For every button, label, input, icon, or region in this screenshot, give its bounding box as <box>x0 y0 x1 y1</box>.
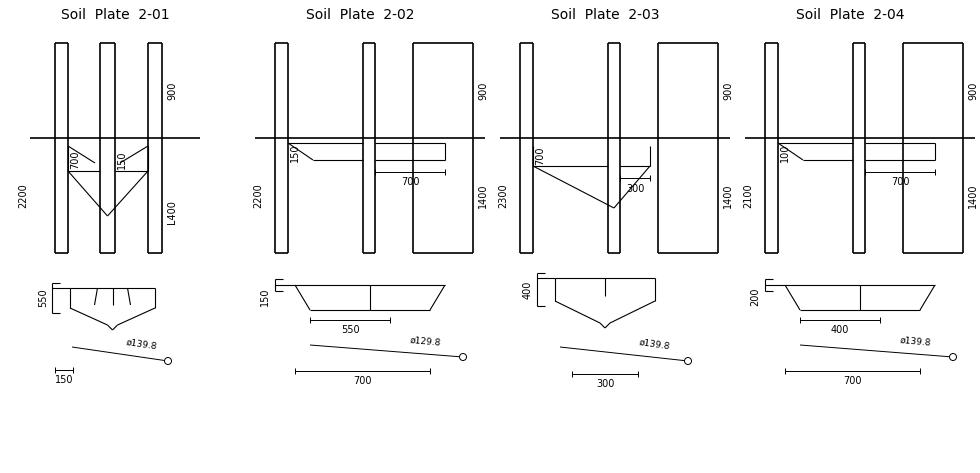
Text: 1400: 1400 <box>723 183 733 208</box>
Text: ø139.8: ø139.8 <box>638 338 670 351</box>
Text: 700: 700 <box>535 147 545 165</box>
Text: 550: 550 <box>341 325 360 335</box>
Text: Soil  Plate  2-01: Soil Plate 2-01 <box>61 8 170 22</box>
Text: 700: 700 <box>843 376 861 386</box>
Text: 150: 150 <box>55 375 74 385</box>
Text: 2200: 2200 <box>253 183 263 208</box>
Text: ø139.8: ø139.8 <box>125 338 158 351</box>
Text: ø129.8: ø129.8 <box>410 335 442 347</box>
Text: 300: 300 <box>596 379 614 389</box>
Text: 900: 900 <box>968 81 978 100</box>
Text: 1400: 1400 <box>968 183 978 208</box>
Text: 150: 150 <box>290 144 300 162</box>
Circle shape <box>684 358 692 365</box>
Text: 700: 700 <box>891 177 909 187</box>
Text: 400: 400 <box>831 325 850 335</box>
Text: 100: 100 <box>780 144 790 162</box>
Text: 2100: 2100 <box>743 183 753 208</box>
Text: 200: 200 <box>750 288 760 306</box>
Circle shape <box>950 353 956 360</box>
Text: 900: 900 <box>478 81 488 100</box>
Circle shape <box>165 358 172 365</box>
Text: 700: 700 <box>70 150 80 169</box>
Text: 900: 900 <box>723 81 733 100</box>
Text: 900: 900 <box>167 81 177 100</box>
Text: Soil  Plate  2-04: Soil Plate 2-04 <box>796 8 905 22</box>
Text: 550: 550 <box>38 289 48 307</box>
Text: 150: 150 <box>260 288 270 306</box>
Text: 1400: 1400 <box>478 183 488 208</box>
Text: 300: 300 <box>626 184 644 194</box>
Text: 2200: 2200 <box>18 183 28 208</box>
Text: 150: 150 <box>117 150 127 169</box>
Text: Soil  Plate  2-03: Soil Plate 2-03 <box>551 8 660 22</box>
Text: ø139.8: ø139.8 <box>900 335 932 347</box>
Circle shape <box>460 353 466 360</box>
Text: L400: L400 <box>167 200 177 224</box>
Text: Soil  Plate  2-02: Soil Plate 2-02 <box>306 8 415 22</box>
Text: 700: 700 <box>401 177 419 187</box>
Text: 700: 700 <box>353 376 371 386</box>
Text: 2300: 2300 <box>498 183 508 208</box>
Text: 400: 400 <box>523 280 533 298</box>
